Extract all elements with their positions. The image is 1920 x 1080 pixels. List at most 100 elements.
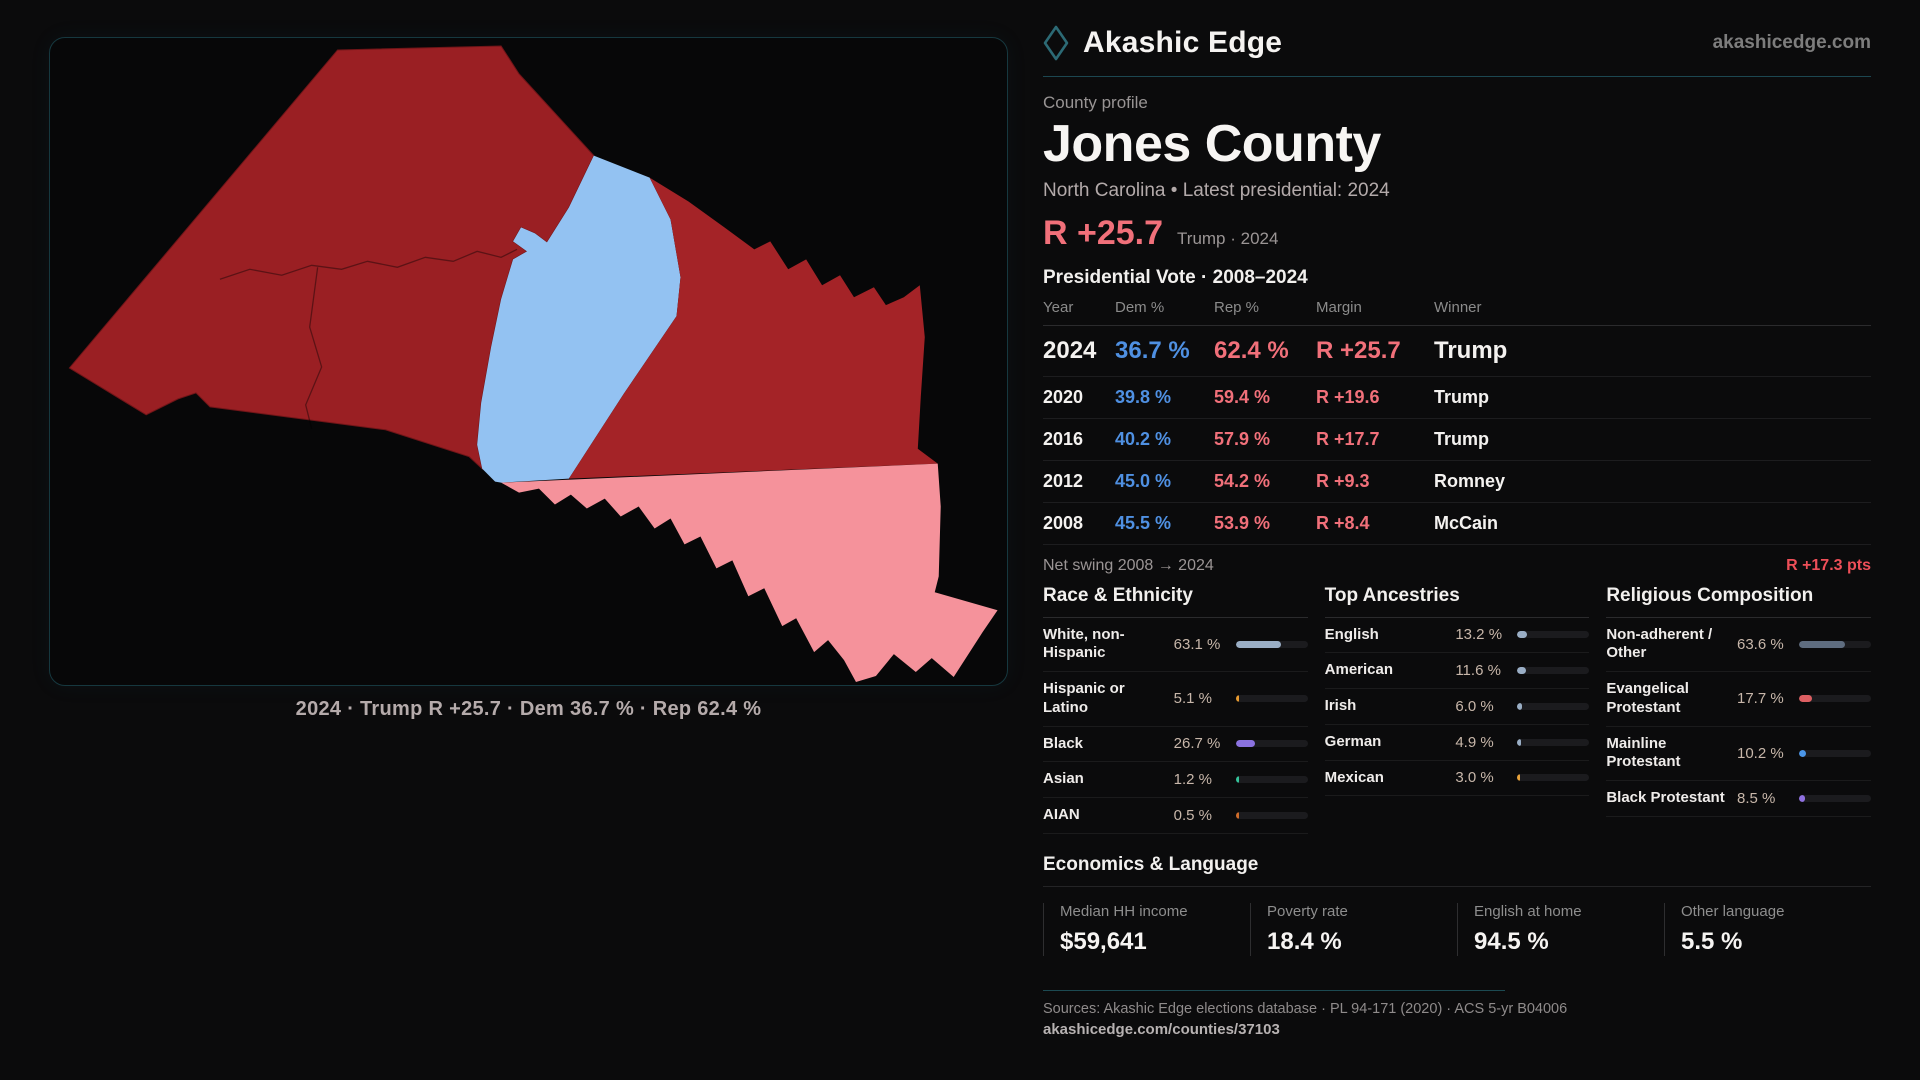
stat-row: Black 26.7 %	[1043, 727, 1308, 763]
net-swing-label: Net swing 2008 → 2024	[1043, 556, 1214, 574]
cell-year: 2012	[1043, 470, 1084, 491]
stat-row: Evangelical Protestant 17.7 %	[1606, 672, 1871, 727]
econ-stat-label: English at home	[1474, 902, 1582, 920]
religion-title: Religious Composition	[1606, 585, 1871, 618]
econ-stat: Other language 5.5 %	[1664, 902, 1871, 956]
econ-stat-value: 18.4 %	[1267, 927, 1342, 955]
econ-stat-value: 94.5 %	[1474, 927, 1549, 955]
profile-panel: Akashic Edge akashicedge.com County prof…	[1043, 24, 1871, 1038]
cell-dem: 36.7 %	[1115, 336, 1190, 364]
stat-row: Hispanic or Latino 5.1 %	[1043, 672, 1308, 727]
stat-bar-fill	[1517, 774, 1521, 782]
religion-section: Religious Composition Non-adherent / Oth…	[1606, 585, 1871, 834]
column-header: Margin	[1316, 298, 1362, 316]
cell-winner: Romney	[1434, 470, 1506, 491]
cell-rep: 54.2 %	[1214, 470, 1271, 491]
stat-bar-track	[1798, 640, 1871, 648]
demographics: Race & Ethnicity White, non-Hispanic 63.1…	[1043, 585, 1871, 834]
ancestry-section: Top Ancestries English 13.2 % American 11.6…	[1324, 585, 1590, 834]
cell-year: 2020	[1043, 386, 1084, 407]
stat-value: 63.6 %	[1736, 635, 1784, 653]
stat-bar-track	[1517, 774, 1590, 782]
cell-margin: R +25.7	[1316, 336, 1401, 364]
cell-dem: 39.8 %	[1115, 386, 1172, 407]
stat-bar-track	[1235, 640, 1308, 648]
stat-label: AIAN	[1043, 806, 1080, 824]
kicker: County profile	[1043, 93, 1148, 112]
econ-stat-label: Poverty rate	[1267, 902, 1348, 920]
cell-margin: R +9.3	[1316, 470, 1370, 491]
stat-bar-track	[1517, 702, 1590, 710]
stat-label: Black	[1043, 734, 1084, 752]
cell-year: 2024	[1043, 336, 1097, 364]
race-title: Race & Ethnicity	[1043, 585, 1308, 618]
stat-bar-fill	[1798, 695, 1812, 703]
econ-stat: Median HH income $59,641	[1043, 902, 1250, 956]
cell-winner: Trump	[1434, 428, 1490, 449]
econ-stat-value: 5.5 %	[1681, 927, 1743, 955]
column-header: Year	[1043, 298, 1074, 316]
econ-title: Economics & Language	[1043, 854, 1871, 887]
stat-bar-fill	[1517, 702, 1522, 710]
stat-bar-track	[1235, 695, 1308, 703]
cell-margin: R +8.4	[1316, 512, 1370, 533]
vote-row-2020: 2020 39.8 % 59.4 % R +19.6 Trump	[1043, 377, 1871, 419]
map-region-blue	[477, 155, 681, 483]
stat-row: White, non-Hispanic 63.1 %	[1043, 618, 1308, 673]
cell-dem: 45.5 %	[1115, 512, 1172, 533]
stat-bar-fill	[1235, 740, 1255, 748]
cell-margin: R +19.6	[1316, 386, 1380, 407]
cell-rep: 59.4 %	[1214, 386, 1271, 407]
stat-value: 3.0 %	[1455, 769, 1494, 787]
stat-value: 26.7 %	[1173, 735, 1221, 753]
econ-stat-value: $59,641	[1060, 927, 1147, 955]
stat-label: English	[1324, 625, 1379, 643]
brand-name: Akashic Edge	[1083, 26, 1283, 59]
stat-value: 13.2 %	[1455, 626, 1503, 644]
stat-row: Mainline Protestant 10.2 %	[1606, 727, 1871, 782]
stat-row: Black Protestant 8.5 %	[1606, 781, 1871, 817]
stat-value: 0.5 %	[1173, 806, 1213, 824]
stat-label: Mainline Protestant	[1606, 734, 1681, 771]
stat-value: 5.1 %	[1173, 690, 1213, 708]
column-header: Rep %	[1214, 298, 1260, 316]
stat-label: Hispanic or Latino	[1043, 680, 1125, 716]
stat-row: German 4.9 %	[1324, 725, 1590, 761]
stat-label: Black Protestant	[1606, 789, 1725, 807]
econ-stat-label: Median HH income	[1060, 902, 1188, 920]
stat-bar-track	[1235, 740, 1308, 748]
stat-row: Irish 6.0 %	[1324, 689, 1590, 725]
stat-label: Mexican	[1324, 768, 1384, 786]
vote-table-header: Year Dem % Rep % Margin Winner	[1043, 299, 1871, 326]
stat-bar-track	[1235, 776, 1308, 784]
stat-row: Asian 1.2 %	[1043, 762, 1308, 799]
cell-year: 2016	[1043, 428, 1084, 449]
subtitle: North Carolina • Latest presidential: 20…	[1043, 179, 1390, 201]
vote-row-2016: 2016 40.2 % 57.9 % R +17.7 Trump	[1043, 419, 1871, 461]
precinct-boundary-line	[305, 267, 323, 429]
stat-bar-fill	[1517, 667, 1526, 675]
map-region-pink	[501, 463, 998, 683]
brand-domain: akashicedge.com	[1712, 32, 1871, 53]
stat-label: German	[1324, 732, 1382, 750]
cell-rep: 53.9 %	[1214, 512, 1271, 533]
stat-value: 11.6 %	[1455, 662, 1501, 680]
stat-value: 63.1 %	[1173, 635, 1221, 653]
cell-year: 2008	[1043, 512, 1084, 533]
stat-value: 6.0 %	[1455, 697, 1494, 715]
cell-winner: Trump	[1434, 386, 1490, 407]
ancestry-rows: English 13.2 % American 11.6 % Irish 6.0 % Ger…	[1324, 618, 1590, 797]
brand-diamond-icon	[1043, 24, 1069, 62]
stat-bar-track	[1517, 631, 1590, 639]
precinct-boundary-line	[219, 248, 518, 280]
stat-bar-track	[1235, 811, 1308, 819]
net-swing-value: R +17.3 pts	[1786, 556, 1871, 574]
stat-bar-track	[1798, 695, 1871, 703]
stat-bar-fill	[1235, 811, 1239, 819]
vote-row-2024: 2024 36.7 % 62.4 % R +25.7 Trump	[1043, 326, 1871, 377]
stat-bar-fill	[1798, 640, 1845, 648]
stat-row: American 11.6 %	[1324, 653, 1590, 690]
econ-stat: Poverty rate 18.4 %	[1250, 902, 1457, 956]
stat-label: American	[1324, 661, 1394, 679]
stat-value: 10.2 %	[1736, 744, 1784, 762]
